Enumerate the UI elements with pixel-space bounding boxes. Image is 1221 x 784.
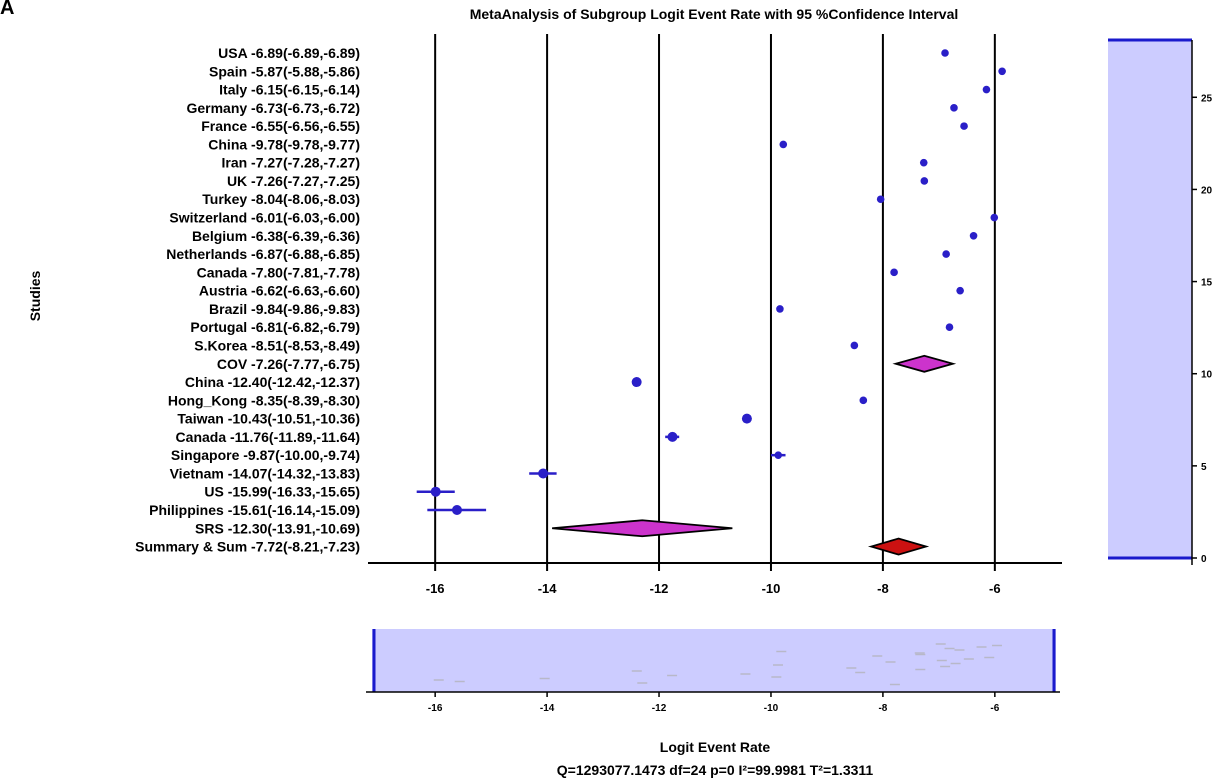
study-point	[942, 250, 950, 258]
subgroup-diamond	[892, 354, 957, 373]
vertical-scroller-tick-label: 20	[1201, 185, 1213, 196]
study-label: Singapore -9.87(-10.00,-9.74)	[171, 447, 360, 463]
study-label: Austria -6.62(-6.63,-6.60)	[199, 283, 360, 299]
study-point	[920, 177, 929, 185]
subgroup-diamond	[552, 519, 733, 538]
study-point	[667, 431, 678, 442]
study-point	[850, 341, 859, 350]
statistics-footer: Q=1293077.1473 df=24 p=0 I²=99.9981 T²=1…	[557, 762, 874, 778]
vertical-scroller-tick-label: 10	[1201, 370, 1213, 381]
study-point	[776, 305, 784, 313]
study-labels: USA -6.89(-6.89,-6.89) Spain -5.87(-5.88,…	[135, 45, 360, 555]
vertical-scroller[interactable]: 0 5 10 15 20 25	[1108, 38, 1213, 565]
horizontal-scroller-tick-label: -10	[764, 703, 779, 714]
study-point	[969, 232, 978, 240]
study-label: Netherlands -6.87(-6.88,-6.85)	[166, 246, 360, 262]
study-point	[890, 268, 898, 277]
x-tick-label: -8	[877, 581, 889, 596]
study-point	[941, 49, 949, 57]
study-label: Taiwan -10.43(-10.51,-10.36)	[177, 411, 360, 427]
x-tick-label: -6	[989, 581, 1001, 596]
horizontal-scroller-tick-label: -14	[540, 703, 555, 714]
study-point	[859, 396, 868, 405]
x-axis-label: Logit Event Rate	[660, 739, 771, 755]
study-label: Brazil -9.84(-9.86,-9.83)	[209, 301, 360, 317]
horizontal-scroller-tick-label: -8	[878, 703, 887, 714]
study-label: UK -7.26(-7.27,-7.25)	[227, 173, 360, 189]
study-label: Portugal -6.81(-6.82,-6.79)	[190, 319, 360, 335]
x-tick-label: -16	[426, 581, 445, 596]
study-label: S.Korea -8.51(-8.53,-8.49)	[194, 337, 360, 353]
study-point	[774, 451, 783, 459]
study-point	[779, 140, 788, 149]
study-label: Belgium -6.38(-6.39,-6.36)	[192, 228, 360, 244]
study-point	[538, 468, 549, 479]
study-point	[631, 377, 642, 388]
vertical-scroller-tick-label: 15	[1201, 278, 1213, 289]
horizontal-scroller-tick-label: -16	[428, 703, 443, 714]
study-label: Hong_Kong -8.35(-8.39,-8.30)	[168, 392, 360, 408]
study-point	[956, 286, 964, 295]
study-label: Vietnam -14.07(-14.32,-13.83)	[170, 465, 360, 481]
study-label: Germany -6.73(-6.73,-6.72)	[186, 100, 360, 116]
study-label: France -6.55(-6.56,-6.55)	[201, 118, 360, 134]
study-label: Canada -11.76(-11.89,-11.64)	[176, 429, 360, 445]
main-plot-area: -16 -14 -12 -10 -8 -6	[368, 34, 1062, 596]
x-tick-label: -12	[650, 581, 669, 596]
study-label: Switzerland -6.01(-6.03,-6.00)	[169, 210, 360, 226]
study-label: China -12.40(-12.42,-12.37)	[185, 374, 360, 390]
study-point	[998, 67, 1006, 76]
study-point	[960, 122, 968, 130]
study-point	[919, 158, 928, 167]
study-point	[990, 213, 999, 222]
summary-diamond	[867, 537, 930, 556]
chart-title: MetaAnalysis of Subgroup Logit Event Rat…	[470, 6, 959, 22]
vertical-scroller-track	[1108, 40, 1192, 558]
study-point	[430, 486, 441, 497]
study-point	[876, 195, 885, 204]
study-label: Spain -5.87(-5.88,-5.86)	[209, 63, 360, 79]
horizontal-scroller-tick-label: -12	[652, 703, 667, 714]
vertical-scroller-tick-label: 25	[1201, 93, 1213, 104]
study-label: COV -7.26(-7.77,-6.75)	[217, 356, 360, 372]
horizontal-scroller-tick-label: -6	[990, 703, 999, 714]
study-point	[950, 104, 958, 112]
study-label: Philippines -15.61(-16.14,-15.09)	[149, 502, 360, 518]
study-label: SRS -12.30(-13.91,-10.69)	[195, 520, 360, 536]
study-label: Italy -6.15(-6.15,-6.14)	[219, 82, 360, 98]
x-tick-label: -14	[538, 581, 558, 596]
study-point	[945, 323, 954, 332]
y-axis-label: Studies	[27, 271, 43, 322]
panel-letter: A	[0, 0, 14, 19]
x-tick-label: -10	[762, 581, 781, 596]
study-label: USA -6.89(-6.89,-6.89)	[218, 45, 360, 61]
study-label: Summary & Sum -7.72(-8.21,-7.23)	[135, 539, 360, 555]
study-point	[451, 505, 462, 515]
study-label: Iran -7.27(-7.28,-7.27)	[221, 155, 360, 171]
vertical-scroller-tick-label: 0	[1201, 554, 1207, 565]
study-point	[741, 413, 752, 424]
horizontal-scroller-track	[372, 629, 1056, 692]
study-label: Canada -7.80(-7.81,-7.78)	[197, 264, 360, 280]
study-label: China -9.78(-9.78,-9.77)	[208, 136, 360, 152]
horizontal-scroller[interactable]: -16 -14 -12 -10 -8 -6	[366, 629, 1060, 714]
study-label: US -15.99(-16.33,-15.65)	[204, 484, 360, 500]
vertical-scroller-tick-label: 5	[1201, 462, 1207, 473]
study-point	[982, 85, 991, 94]
study-label: Turkey -8.04(-8.06,-8.03)	[202, 191, 360, 207]
